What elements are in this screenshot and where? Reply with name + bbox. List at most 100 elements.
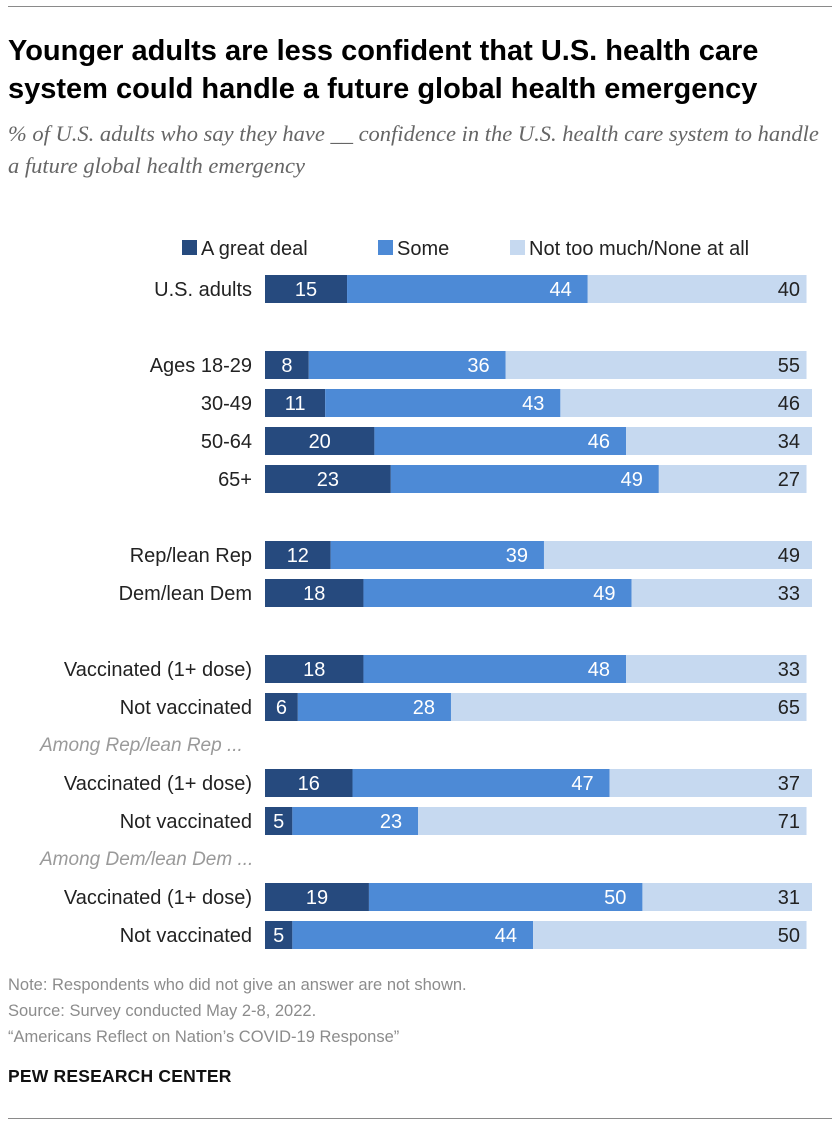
- row-label: 30-49: [201, 393, 252, 415]
- bar-segment: [265, 655, 364, 683]
- report-title-text: “Americans Reflect on Nation’s COVID-19 …: [8, 1028, 400, 1046]
- data-label: 18: [303, 659, 325, 681]
- row-label: Vaccinated (1+ dose): [64, 659, 252, 681]
- data-label: 23: [380, 811, 402, 833]
- data-label: 39: [506, 545, 528, 567]
- bar-segment: [308, 351, 506, 379]
- bar-segment: [658, 465, 807, 493]
- legend-swatch: [510, 240, 525, 255]
- data-label: 12: [287, 545, 309, 567]
- data-label: 43: [522, 393, 544, 415]
- bar-segment: [347, 275, 588, 303]
- data-label: 33: [778, 659, 800, 681]
- row-label: Ages 18-29: [150, 355, 252, 377]
- bar-segment: [505, 351, 807, 379]
- row-label: U.S. adults: [154, 279, 252, 301]
- pew-research-center-logo: PEW RESEARCH CENTER: [8, 1066, 232, 1086]
- chart-title: Younger adults are less confident that U…: [8, 35, 759, 105]
- row-label: Not vaccinated: [120, 811, 252, 833]
- top-rule: [8, 6, 832, 7]
- bar-segment: [265, 921, 293, 949]
- data-label: 71: [778, 811, 800, 833]
- bar-segment: [390, 465, 659, 493]
- data-label: 27: [778, 469, 800, 491]
- bottom-rule: [8, 1118, 832, 1119]
- bar-segment: [543, 541, 812, 569]
- data-label: 20: [309, 431, 331, 453]
- bar-segment: [642, 883, 812, 911]
- data-label: 5: [273, 811, 284, 833]
- stacked-bar-chart: A great deal Some Not too much/None at all…: [39, 238, 812, 949]
- bar-segment: [560, 389, 812, 417]
- bar-segment: [363, 655, 627, 683]
- bar-segment: [265, 389, 326, 417]
- data-label: 15: [295, 279, 317, 301]
- data-label: 6: [276, 697, 287, 719]
- bar-segment: [292, 807, 419, 835]
- data-label: 46: [778, 393, 800, 415]
- row-label: Vaccinated (1+ dose): [64, 773, 252, 795]
- bar-segment: [418, 807, 807, 835]
- data-label: 50: [778, 925, 800, 947]
- section-label: Among Dem/lean Dem ...: [39, 849, 253, 870]
- bar-segment: [363, 579, 632, 607]
- bar-segment: [265, 541, 331, 569]
- row-label: Vaccinated (1+ dose): [64, 887, 252, 909]
- source-text: Source: Survey conducted May 2-8, 2022.: [8, 1002, 317, 1020]
- data-label: 49: [621, 469, 643, 491]
- data-label: 48: [588, 659, 610, 681]
- data-label: 34: [778, 431, 800, 453]
- bar-segment: [374, 427, 627, 455]
- data-label: 23: [317, 469, 339, 491]
- data-label: 33: [778, 583, 800, 605]
- bar-segment: [631, 579, 812, 607]
- bar-segment: [265, 807, 293, 835]
- bar-segment: [325, 389, 561, 417]
- data-label: 16: [298, 773, 320, 795]
- bar-segment: [265, 465, 391, 493]
- bar-segment: [626, 427, 812, 455]
- row-label: 65+: [218, 469, 252, 491]
- row-label: 50-64: [201, 431, 252, 453]
- data-label: 18: [303, 583, 325, 605]
- row-label: Not vaccinated: [120, 925, 252, 947]
- data-label: 11: [285, 393, 306, 415]
- bar-segment: [626, 655, 807, 683]
- bar-segment: [265, 427, 375, 455]
- data-label: 49: [778, 545, 800, 567]
- bar-segment: [265, 579, 364, 607]
- bar-segment: [352, 769, 610, 797]
- data-label: 36: [467, 355, 489, 377]
- data-label: 40: [778, 279, 800, 301]
- bar-segment: [265, 883, 369, 911]
- legend-swatch: [378, 240, 393, 255]
- bar-segment: [292, 921, 534, 949]
- data-label: 5: [273, 925, 284, 947]
- row-label: Not vaccinated: [120, 697, 252, 719]
- data-label: 44: [549, 279, 571, 301]
- section-label: Among Rep/lean Rep ...: [39, 735, 243, 756]
- bar-segment: [265, 351, 309, 379]
- bar-segment: [609, 769, 812, 797]
- bar-segment: [297, 693, 451, 721]
- row-label: Rep/lean Rep: [130, 545, 252, 567]
- bar-segment: [368, 883, 643, 911]
- bar-segment: [450, 693, 807, 721]
- data-label: 37: [778, 773, 800, 795]
- data-label: 46: [588, 431, 610, 453]
- data-label: 28: [413, 697, 435, 719]
- bar-segment: [587, 275, 807, 303]
- data-label: 49: [593, 583, 615, 605]
- bar-segment: [265, 693, 298, 721]
- legend-label: Not too much/None at all: [529, 238, 749, 260]
- chart-subtitle: % of U.S. adults who say they have __ co…: [8, 121, 819, 178]
- legend-label: Some: [397, 238, 449, 260]
- data-label: 31: [778, 887, 800, 909]
- data-label: 65: [778, 697, 800, 719]
- bar-segment: [533, 921, 807, 949]
- bar-segment: [265, 769, 353, 797]
- bar-segment: [265, 275, 348, 303]
- data-label: 55: [778, 355, 800, 377]
- data-label: 50: [604, 887, 626, 909]
- legend-label: A great deal: [201, 238, 308, 260]
